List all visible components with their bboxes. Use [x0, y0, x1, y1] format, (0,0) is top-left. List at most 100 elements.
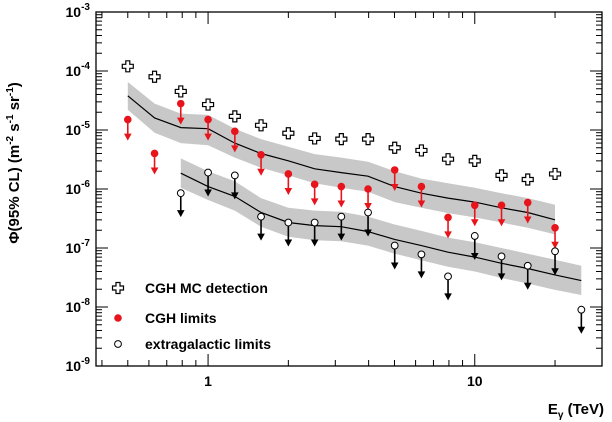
cgh-limit-point — [390, 166, 399, 174]
y-tick-label: 10-7 — [66, 238, 91, 256]
cgh-limit-point — [497, 201, 506, 210]
legend-label: CGH MC detection — [145, 280, 268, 296]
y-tick-label: 10-3 — [66, 2, 91, 20]
cgh-sensitivity-line — [127, 95, 556, 221]
y-tick-label: 10-5 — [66, 120, 91, 138]
extragalactic-limit-point — [230, 171, 239, 180]
sensitivity-curves — [127, 95, 582, 282]
extragalactic-limit-point — [337, 212, 346, 221]
cgh-sensitivity-band — [127, 82, 556, 235]
extragalactic-limit-point — [417, 250, 426, 259]
extragalactic-limit-arrowhead — [577, 326, 586, 334]
extragalactic-limit-arrowhead — [497, 273, 506, 281]
cgh-limit-point — [444, 213, 452, 222]
mc-detection-point — [521, 173, 534, 186]
y-tick-label: 10-4 — [66, 61, 91, 79]
extragalactic-limit-arrowhead — [390, 262, 399, 270]
extragalactic-limit-point — [497, 252, 506, 261]
extragalactic-sensitivity-band — [180, 158, 582, 295]
extragalactic-limit-point — [523, 261, 532, 270]
cgh-limit-point — [257, 150, 265, 159]
mc-detection-point — [388, 141, 401, 154]
mc-detection-point — [282, 127, 295, 140]
legend-marker-mc-detection — [111, 281, 125, 295]
mc-detection-point — [201, 98, 215, 111]
mc-detection-point — [148, 70, 161, 83]
cgh-limit-point — [231, 127, 239, 136]
cgh-limit-arrowhead — [337, 200, 346, 208]
y-axis-title: Φ(95% CL) (m-2 s-1 sr-1) — [5, 82, 23, 244]
cgh-limit-arrowhead — [284, 187, 293, 195]
x-tick-label: 1 — [204, 373, 212, 389]
extragalactic-limit-arrowhead — [310, 239, 319, 247]
mc-detection-point — [548, 167, 562, 181]
extragalactic-limit-arrowhead — [257, 233, 265, 241]
mc-detection-point — [468, 154, 481, 167]
legend-marker-cgh-limits — [114, 314, 122, 322]
cgh-limit-arrowhead — [310, 198, 319, 206]
extragalactic-sensitivity-line — [180, 172, 582, 282]
extragalactic-limit-arrowhead — [337, 233, 346, 241]
mc-detection-point — [121, 60, 134, 73]
sensitivity-bands — [127, 82, 582, 295]
cgh-limit-arrowhead — [123, 133, 132, 141]
extragalactic-limit-point — [364, 208, 372, 217]
cgh-limit-arrowhead — [444, 231, 452, 239]
cgh-limit-point — [204, 115, 212, 124]
extragalactic-limit-arrowhead — [284, 239, 293, 247]
y-axis-ticks: 10-9 10-8 10-7 10-6 10-5 10-4 10-3 — [66, 2, 602, 374]
extragalactic-limit-point — [551, 247, 559, 256]
extragalactic-limit-arrowhead — [470, 252, 479, 260]
cgh-limit-point — [417, 182, 426, 191]
extragalactic-limit-point — [470, 232, 479, 240]
y-tick-label: 10-6 — [66, 179, 91, 197]
extragalactic-limit-arrowhead — [444, 293, 452, 301]
extragalactic-limit-arrowhead — [204, 189, 212, 197]
cgh-limits-series — [123, 99, 559, 249]
cgh-limit-arrowhead — [470, 219, 479, 227]
cgh-limit-point — [337, 182, 346, 191]
mc-detection-point — [415, 144, 428, 157]
mc-detection-point — [335, 133, 348, 146]
cgh-limit-arrowhead — [417, 200, 426, 208]
extragalactic-limit-point — [284, 218, 293, 227]
x-tick-label: 10 — [467, 373, 483, 389]
cgh-limit-point — [176, 99, 185, 108]
mc-detection-point — [174, 85, 187, 98]
mc-detection-point — [308, 132, 321, 145]
cgh-limit-arrowhead — [551, 241, 559, 249]
legend-marker-extragalactic-limits — [114, 340, 122, 348]
mc-detection-point — [254, 119, 268, 132]
legend: CGH MC detection CGH limits extragalactic … — [111, 280, 271, 352]
extragalactic-limits-series — [176, 168, 586, 334]
legend-label: CGH limits — [145, 310, 217, 326]
extragalactic-limit-arrowhead — [176, 210, 185, 218]
extragalactic-limit-point — [577, 305, 586, 314]
y-tick-label: 10-8 — [66, 297, 91, 315]
x-axis-ticks: 1 10 — [101, 12, 603, 389]
legend-label: extragalactic limits — [145, 336, 271, 352]
extragalactic-limit-arrowhead — [417, 271, 426, 279]
cgh-limit-point — [364, 185, 372, 193]
extragalactic-limit-point — [257, 212, 265, 221]
cgh-limit-arrowhead — [204, 133, 212, 141]
cgh-limit-point — [284, 170, 293, 178]
cgh-limit-point — [523, 198, 532, 207]
mc-detection-point — [361, 133, 375, 146]
cgh-limit-point — [310, 180, 319, 189]
x-axis-title: Eγ (TeV) — [548, 401, 604, 421]
y-tick-label: 10-9 — [66, 356, 91, 374]
extragalactic-limit-arrowhead — [231, 192, 239, 200]
cgh-limit-arrowhead — [497, 219, 506, 227]
extragalactic-limit-point — [176, 189, 185, 198]
cgh-limit-arrowhead — [523, 216, 532, 224]
extragalactic-limit-point — [204, 168, 212, 177]
cgh-limit-arrowhead — [257, 168, 265, 176]
mc-detection-point — [441, 153, 455, 166]
cgh-limit-point — [470, 201, 479, 210]
cgh-limit-arrowhead — [390, 183, 399, 191]
mc-detection-point — [228, 110, 241, 123]
mc-detection-point — [495, 169, 508, 182]
cgh-limit-arrowhead — [231, 145, 239, 153]
